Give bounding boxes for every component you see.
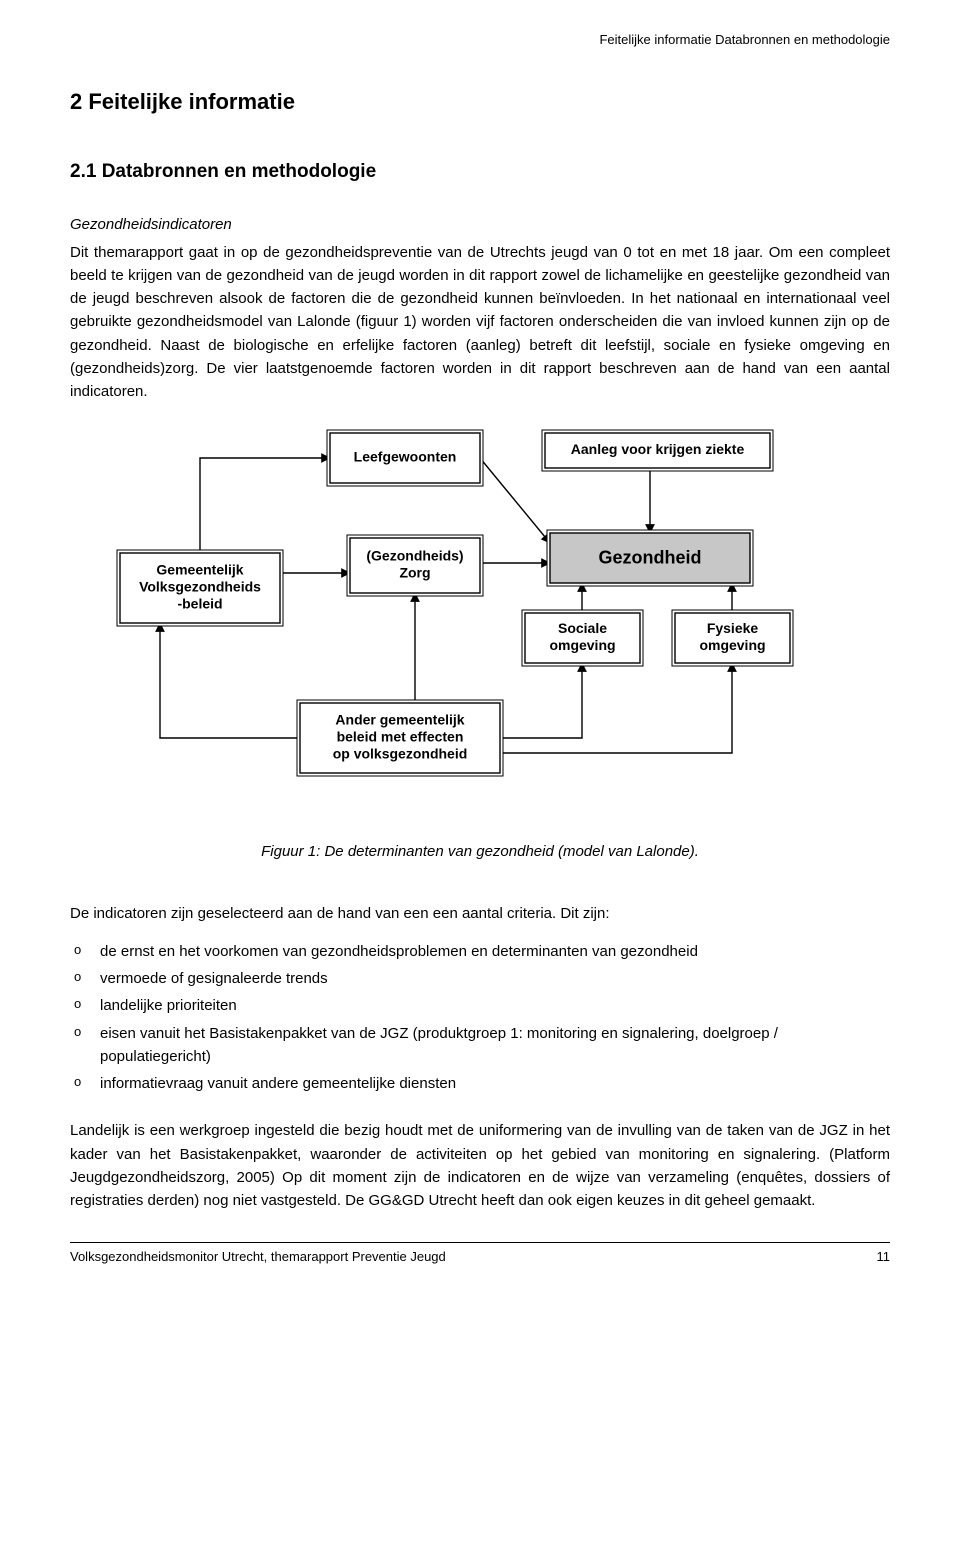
- svg-text:(Gezondheids): (Gezondheids): [366, 548, 463, 564]
- bullet-icon: o: [74, 1022, 81, 1042]
- bullet-icon: o: [74, 940, 81, 960]
- criteria-item: o landelijke prioriteiten: [70, 994, 890, 1017]
- subheading-italic: Gezondheidsindicatoren: [70, 214, 890, 237]
- criteria-item: o vermoede of gesignaleerde trends: [70, 967, 890, 990]
- diagram-edge: [480, 458, 550, 543]
- svg-text:Ander gemeentelijk: Ander gemeentelijk: [335, 712, 464, 728]
- svg-text:Fysieke: Fysieke: [707, 620, 759, 636]
- running-header: Feitelijke informatie Databronnen en met…: [70, 30, 890, 50]
- svg-text:Gemeentelijk: Gemeentelijk: [156, 562, 243, 578]
- diagram-node-fys: Fysiekeomgeving: [672, 610, 793, 666]
- svg-text:Sociale: Sociale: [558, 620, 607, 636]
- page-footer: Volksgezondheidsmonitor Utrecht, themara…: [70, 1242, 890, 1267]
- criteria-text: eisen vanuit het Basistakenpakket van de…: [100, 1025, 778, 1065]
- diagram-edge: [200, 458, 330, 553]
- criteria-text: de ernst en het voorkomen van gezondheid…: [100, 943, 698, 960]
- diagram-edge: [500, 663, 732, 753]
- diagram-node-gezond: Gezondheid: [547, 530, 753, 586]
- bullet-icon: o: [74, 994, 81, 1014]
- diagram-node-aanleg: Aanleg voor krijgen ziekte: [542, 430, 773, 471]
- svg-text:Leefgewoonten: Leefgewoonten: [354, 449, 457, 465]
- diagram-edge: [160, 623, 300, 738]
- svg-text:-beleid: -beleid: [177, 596, 222, 612]
- criteria-item: o eisen vanuit het Basistakenpakket van d…: [70, 1022, 890, 1069]
- svg-text:Volksgezondheids: Volksgezondheids: [139, 579, 261, 595]
- criteria-item: o de ernst en het voorkomen van gezondhei…: [70, 940, 890, 963]
- diagram-node-gvb: GemeentelijkVolksgezondheids-beleid: [117, 550, 283, 626]
- heading-2: 2.1 Databronnen en methodologie: [70, 158, 890, 187]
- criteria-item: o informatievraag vanuit andere gemeentel…: [70, 1072, 890, 1095]
- diagram-node-ander: Ander gemeentelijkbeleid met effectenop …: [297, 700, 503, 776]
- figure-caption: Figuur 1: De determinanten van gezondhei…: [70, 841, 890, 864]
- diagram-node-zorg: (Gezondheids)Zorg: [347, 535, 483, 596]
- svg-text:omgeving: omgeving: [549, 637, 615, 653]
- criteria-list: o de ernst en het voorkomen van gezondhei…: [70, 940, 890, 1096]
- criteria-text: landelijke prioriteiten: [100, 997, 237, 1014]
- footer-left: Volksgezondheidsmonitor Utrecht, themara…: [70, 1247, 446, 1267]
- svg-text:Zorg: Zorg: [399, 565, 430, 581]
- svg-text:Aanleg voor krijgen ziekte: Aanleg voor krijgen ziekte: [571, 441, 745, 457]
- svg-text:op volksgezondheid: op volksgezondheid: [333, 746, 468, 762]
- diagram-svg: Leefgewoonten Aanleg voor krijgen ziekte G…: [70, 423, 830, 823]
- svg-text:beleid met effecten: beleid met effecten: [337, 729, 464, 745]
- criteria-text: informatievraag vanuit andere gemeenteli…: [100, 1075, 456, 1092]
- bullet-icon: o: [74, 967, 81, 987]
- svg-text:omgeving: omgeving: [699, 637, 765, 653]
- footer-page-number: 11: [877, 1247, 891, 1267]
- paragraph-2: Landelijk is een werkgroep ingesteld die…: [70, 1119, 890, 1212]
- heading-1: 2 Feitelijke informatie: [70, 85, 890, 118]
- paragraph-1: Dit themarapport gaat in op de gezondhei…: [70, 241, 890, 404]
- diagram-node-leef: Leefgewoonten: [327, 430, 483, 486]
- lalonde-diagram: Leefgewoonten Aanleg voor krijgen ziekte G…: [70, 423, 890, 831]
- criteria-text: vermoede of gesignaleerde trends: [100, 970, 328, 987]
- bullet-icon: o: [74, 1072, 81, 1092]
- criteria-intro: De indicatoren zijn geselecteerd aan de …: [70, 903, 890, 926]
- svg-text:Gezondheid: Gezondheid: [599, 548, 702, 568]
- diagram-edge: [500, 663, 582, 738]
- diagram-node-soc: Socialeomgeving: [522, 610, 643, 666]
